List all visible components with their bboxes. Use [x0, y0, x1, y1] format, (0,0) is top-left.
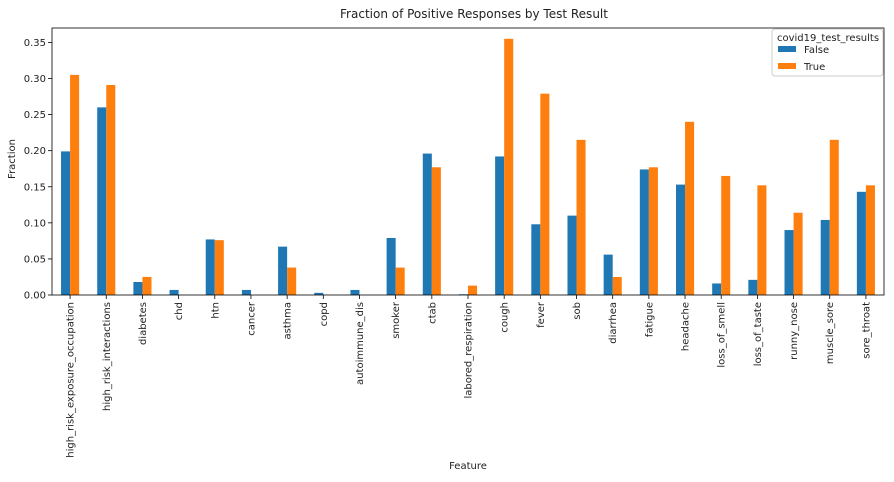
bar-fever-false [531, 224, 541, 295]
x-tick-label: fatigue [644, 302, 655, 337]
x-axis: high_risk_exposure_occupation high_risk_i… [66, 295, 872, 458]
bar-autoimmune_dis-false [350, 289, 360, 295]
x-tick-label: chd [174, 302, 185, 320]
chart-title: Fraction of Positive Responses by Test R… [340, 7, 608, 21]
bars [61, 38, 875, 296]
legend-label-true: True [803, 62, 825, 73]
bar-cough-true [504, 38, 514, 295]
legend-swatch-false [778, 46, 796, 52]
bar-sob-false [567, 215, 577, 295]
bar-loss_of_taste-false [748, 279, 758, 295]
bar-sore_throat-true [865, 185, 875, 295]
y-tick-label: 0.05 [24, 254, 46, 265]
legend-title: covid19_test_results [777, 33, 879, 44]
x-tick-label: ctab [427, 302, 438, 324]
bar-labored_respiration-true [468, 285, 478, 295]
bar-headache-false [676, 184, 686, 295]
plot-frame [51, 27, 885, 296]
x-tick-label: fever [536, 301, 547, 328]
x-tick-label: diabetes [138, 302, 149, 345]
bar-fatigue-false [639, 169, 649, 295]
x-tick-label: headache [681, 302, 692, 351]
bar-muscle_sore-true [829, 139, 839, 295]
bar-diabetes-true [142, 276, 152, 295]
bar-muscle_sore-false [820, 219, 830, 295]
bar-loss_of_taste-true [757, 185, 767, 295]
bar-copd-false [314, 292, 324, 295]
y-tick-label: 0.35 [24, 38, 46, 49]
bar-smoker-false [386, 237, 396, 295]
y-axis: 0.00 0.05 0.10 0.15 0.20 0.25 0.30 0.35 [24, 38, 52, 302]
bar-loss_of_smell-true [721, 175, 731, 295]
bar-smoker-true [395, 267, 405, 295]
y-axis-label: Fraction [7, 139, 18, 179]
bar-chd-false [169, 289, 179, 295]
x-tick-label: high_risk_interactions [102, 302, 113, 411]
x-tick-label: htn [210, 302, 221, 319]
bar-htn-false [205, 239, 215, 295]
bar-asthma-false [278, 246, 288, 295]
bar-runny_nose-true [793, 212, 803, 295]
y-tick-label: 0.15 [24, 182, 46, 193]
x-tick-label: sob [572, 302, 583, 320]
bar-high_risk_interactions-true [106, 85, 116, 295]
bar-loss_of_smell-false [712, 283, 722, 295]
x-tick-label: autoimmune_dis [355, 302, 366, 385]
y-tick-label: 0.10 [24, 218, 46, 229]
x-tick-label: sore_throat [861, 302, 872, 359]
legend: covid19_test_results False True [771, 28, 884, 77]
y-tick-label: 0.20 [24, 146, 46, 157]
y-tick-label: 0.00 [24, 291, 46, 302]
y-tick-label: 0.25 [24, 110, 46, 121]
bar-diarrhea-true [612, 276, 622, 295]
legend-box [771, 28, 884, 77]
legend-label-false: False [804, 45, 829, 56]
x-tick-label: cough [500, 302, 511, 333]
bar-high_risk_exposure_occupation-false [61, 151, 71, 295]
x-tick-label: cancer [246, 301, 257, 336]
x-tick-label: copd [319, 302, 330, 326]
x-tick-label: loss_of_smell [717, 302, 728, 368]
x-tick-label: asthma [283, 302, 294, 339]
legend-swatch-true [778, 63, 796, 69]
x-tick-label: muscle_sore [825, 302, 836, 364]
x-tick-label: diarrhea [608, 302, 619, 344]
bar-high_risk_exposure_occupation-true [70, 74, 80, 296]
x-tick-label: smoker [391, 301, 402, 339]
bar-sob-true [576, 139, 586, 295]
y-tick-label: 0.30 [24, 74, 46, 85]
bar-high_risk_interactions-false [97, 107, 107, 295]
x-axis-label: Feature [449, 461, 487, 472]
bar-cough-false [495, 156, 505, 295]
bar-fever-true [540, 93, 550, 295]
bar-cancer-false [241, 289, 251, 295]
bar-asthma-true [287, 267, 297, 295]
bar-diabetes-false [133, 282, 143, 295]
x-tick-label: runny_nose [789, 302, 800, 360]
x-tick-label: loss_of_taste [753, 302, 764, 366]
bar-headache-true [685, 121, 695, 295]
x-tick-label: high_risk_exposure_occupation [66, 302, 77, 458]
bar-htn-true [214, 240, 224, 295]
bar-diarrhea-false [603, 254, 613, 295]
bar-ctab-false [422, 153, 432, 295]
bar-sore_throat-false [856, 191, 866, 295]
bar-fatigue-true [648, 167, 658, 295]
bar-runny_nose-false [784, 230, 794, 295]
x-tick-label: labored_respiration [464, 302, 475, 399]
bar-ctab-true [431, 167, 441, 295]
